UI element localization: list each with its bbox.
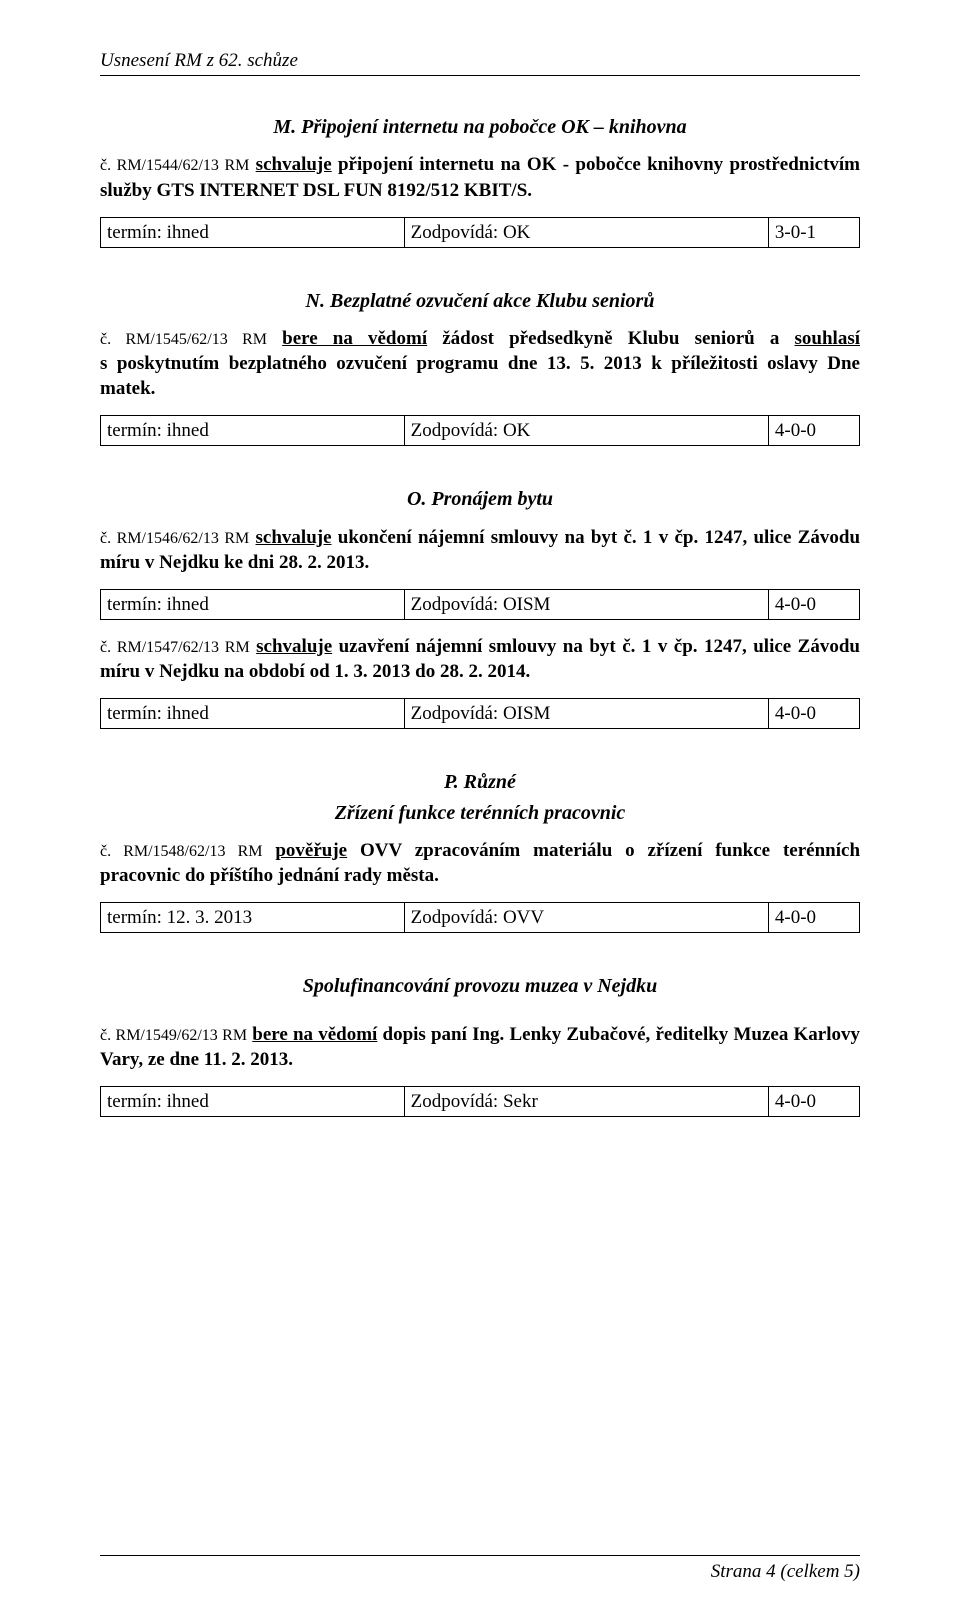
document-page: Usnesení RM z 62. schůze M. Připojení in… [0, 0, 960, 1620]
term-cell: termín: ihned [101, 217, 405, 247]
resolution-action: bere na vědomí [282, 328, 427, 349]
responsible-cell: Zodpovídá: Sekr [404, 1086, 768, 1116]
term-cell: termín: ihned [101, 589, 405, 619]
resolution-row-1548: termín: 12. 3. 2013 Zodpovídá: OVV 4-0-0 [100, 902, 860, 933]
vote-cell: 3-0-1 [768, 217, 859, 247]
spacer [100, 1012, 860, 1022]
resolution-ref: č. RM/1547/62/13 RM [100, 639, 250, 656]
section-heading-n: N. Bezplatné ozvučení akce Klubu seniorů [100, 288, 860, 314]
header-rule [100, 75, 860, 76]
section-heading-m: M. Připojení internetu na pobočce OK – k… [100, 114, 860, 140]
term-cell: termín: ihned [101, 1086, 405, 1116]
resolution-row-1549: termín: ihned Zodpovídá: Sekr 4-0-0 [100, 1086, 860, 1117]
resolution-1545: č. RM/1545/62/13 RM bere na vědomí žádos… [100, 326, 860, 401]
responsible-cell: Zodpovídá: OISM [404, 699, 768, 729]
resolution-1544: č. RM/1544/62/13 RM schvaluje připojení … [100, 152, 860, 202]
term-cell: termín: 12. 3. 2013 [101, 903, 405, 933]
section-subheading-p1: Zřízení funkce terénních pracovnic [100, 800, 860, 826]
resolution-1547: č. RM/1547/62/13 RM schvaluje uzavření n… [100, 634, 860, 684]
resolution-row-1544: termín: ihned Zodpovídá: OK 3-0-1 [100, 217, 860, 248]
term-cell: termín: ihned [101, 416, 405, 446]
vote-cell: 4-0-0 [768, 903, 859, 933]
resolution-ref: č. RM/1544/62/13 RM [100, 157, 249, 174]
resolution-ref: č. RM/1546/62/13 RM [100, 530, 249, 547]
resolution-row-1547: termín: ihned Zodpovídá: OISM 4-0-0 [100, 698, 860, 729]
responsible-cell: Zodpovídá: OVV [404, 903, 768, 933]
term-cell: termín: ihned [101, 699, 405, 729]
section-heading-o: O. Pronájem bytu [100, 486, 860, 512]
resolution-1548: č. RM/1548/62/13 RM pověřuje OVV zpracov… [100, 838, 860, 888]
resolution-row-1545: termín: ihned Zodpovídá: OK 4-0-0 [100, 415, 860, 446]
section-subheading-p2: Spolufinancování provozu muzea v Nejdku [100, 973, 860, 999]
resolution-1549: č. RM/1549/62/13 RM bere na vědomí dopis… [100, 1022, 860, 1072]
responsible-cell: Zodpovídá: OK [404, 416, 768, 446]
resolution-ref: č. RM/1548/62/13 RM [100, 843, 262, 860]
resolution-ref: č. RM/1545/62/13 RM [100, 331, 267, 348]
page-header: Usnesení RM z 62. schůze [100, 48, 860, 73]
resolution-action: schvaluje [256, 636, 332, 657]
resolution-action: schvaluje [256, 154, 332, 175]
resolution-action: schvaluje [256, 527, 332, 548]
vote-cell: 4-0-0 [768, 699, 859, 729]
resolution-action: bere na vědomí [252, 1024, 377, 1045]
resolution-body: žádost předsedkyně Klubu seniorů a [427, 328, 794, 349]
resolution-row-1546: termín: ihned Zodpovídá: OISM 4-0-0 [100, 589, 860, 620]
resolution-action: pověřuje [275, 840, 347, 861]
responsible-cell: Zodpovídá: OISM [404, 589, 768, 619]
vote-cell: 4-0-0 [768, 1086, 859, 1116]
vote-cell: 4-0-0 [768, 416, 859, 446]
page-footer: Strana 4 (celkem 5) [711, 1559, 860, 1584]
resolution-ref: č. RM/1549/62/13 RM [100, 1027, 247, 1044]
responsible-cell: Zodpovídá: OK [404, 217, 768, 247]
resolution-body-2: s poskytnutím bezplatného ozvučení progr… [100, 353, 860, 399]
resolution-action-2: souhlasí [795, 328, 860, 349]
section-heading-p: P. Různé [100, 769, 860, 795]
vote-cell: 4-0-0 [768, 589, 859, 619]
resolution-1546: č. RM/1546/62/13 RM schvaluje ukončení n… [100, 525, 860, 575]
footer-rule [100, 1555, 860, 1556]
